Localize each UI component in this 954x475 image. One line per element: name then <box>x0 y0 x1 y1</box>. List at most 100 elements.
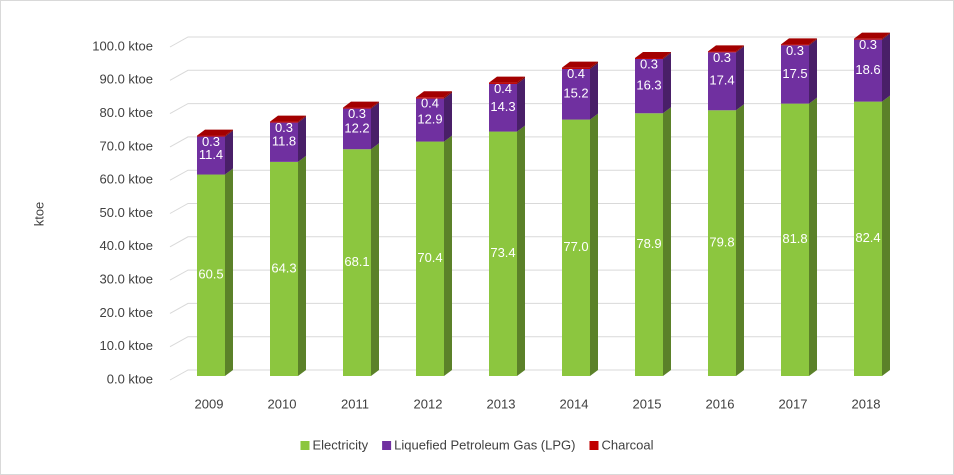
y-tick-label: 40.0 ktoe <box>100 238 154 253</box>
bar-top <box>270 115 306 122</box>
y-tick-label: 0.0 ktoe <box>107 371 153 386</box>
value-label: 79.8 <box>709 235 734 250</box>
bar-segment <box>781 103 809 376</box>
y-tick-label: 100.0 ktoe <box>92 38 153 53</box>
x-tick-label: 2011 <box>341 396 369 411</box>
bar-segment <box>343 107 371 109</box>
bar-segment <box>854 38 882 40</box>
value-label: 12.2 <box>344 120 369 135</box>
value-label: 0.3 <box>348 106 366 121</box>
value-label: 17.4 <box>709 73 734 88</box>
y-tick-label: 60.0 ktoe <box>100 172 154 187</box>
bar-side <box>809 39 817 104</box>
bar-segment <box>197 135 225 137</box>
value-label: 73.4 <box>490 245 515 260</box>
bar-segment <box>489 82 517 84</box>
value-label: 0.4 <box>494 81 512 96</box>
bar-side <box>444 135 452 376</box>
bar-side <box>590 113 598 376</box>
legend-label: Liquefied Petroleum Gas (LPG) <box>394 437 575 452</box>
value-label: 0.3 <box>786 43 804 58</box>
bar-segment <box>708 110 736 377</box>
bar-segment <box>635 58 663 114</box>
bar-side <box>882 95 890 376</box>
value-label: 60.5 <box>198 267 223 282</box>
value-label: 14.3 <box>490 99 515 114</box>
bar-side <box>225 129 233 137</box>
value-label: 68.1 <box>344 254 369 269</box>
x-tick-label: 2015 <box>633 396 662 411</box>
value-label: 0.3 <box>640 56 658 71</box>
bar-segment <box>197 174 225 376</box>
value-label: 0.4 <box>421 96 439 111</box>
bar-segment <box>562 119 590 376</box>
bar-side <box>663 52 671 114</box>
y-tick-label: 30.0 ktoe <box>100 272 154 287</box>
bar-side <box>590 62 598 120</box>
bar-top <box>197 129 233 136</box>
bar-segment <box>270 121 298 123</box>
bar-segment <box>489 83 517 132</box>
bar-side <box>882 33 890 102</box>
legend-swatch <box>382 441 392 450</box>
bar-segment <box>270 161 298 376</box>
bar-side <box>809 97 817 376</box>
bar-segment <box>562 67 590 69</box>
value-label: 81.8 <box>782 231 807 246</box>
bar-top <box>489 76 525 83</box>
x-tick-label: 2017 <box>779 396 808 411</box>
bar-segment <box>197 136 225 175</box>
bar-side <box>298 116 306 162</box>
bar-side <box>371 102 379 150</box>
bar-segment <box>854 39 882 102</box>
legend-swatch <box>300 441 310 450</box>
legend-label: Electricity <box>312 437 368 452</box>
x-tick-label: 2013 <box>487 396 516 411</box>
bar-side <box>298 115 306 123</box>
bar-segment <box>416 141 444 376</box>
bar-side <box>809 38 817 46</box>
bar-segment <box>635 57 663 59</box>
bar-top <box>708 45 744 52</box>
value-label: 12.9 <box>417 112 442 127</box>
bar-side <box>882 32 890 40</box>
bar-side <box>444 92 452 142</box>
value-label: 70.4 <box>417 250 442 265</box>
bar-top <box>562 61 598 68</box>
x-tick-label: 2016 <box>706 396 735 411</box>
y-tick-label: 80.0 ktoe <box>100 105 154 120</box>
x-tick-label: 2012 <box>414 396 443 411</box>
bar-side <box>225 130 233 175</box>
x-tick-label: 2014 <box>560 396 589 411</box>
value-label: 0.3 <box>202 134 220 149</box>
bar-segment <box>708 51 736 53</box>
value-label: 0.3 <box>275 120 293 135</box>
value-label: 78.9 <box>636 236 661 251</box>
bar-segment <box>343 108 371 150</box>
y-axis-title: ktoe <box>31 202 46 227</box>
bar-side <box>225 168 233 376</box>
bar-segment <box>270 122 298 162</box>
bar-segment <box>489 131 517 376</box>
value-label: 77.0 <box>563 239 588 254</box>
y-tick-label: 10.0 ktoe <box>100 338 154 353</box>
bar-side <box>736 45 744 53</box>
value-label: 11.4 <box>199 147 223 162</box>
bar-side <box>663 107 671 376</box>
bar-top <box>635 51 671 58</box>
x-tick-label: 2010 <box>268 396 297 411</box>
bar-segment <box>416 97 444 99</box>
value-label: 82.4 <box>855 230 880 245</box>
value-label: 64.3 <box>271 260 296 275</box>
bar-side <box>736 104 744 377</box>
bar-side <box>371 143 379 376</box>
value-label: 0.3 <box>859 37 877 52</box>
value-label: 15.2 <box>563 86 588 101</box>
bar-side <box>444 91 452 99</box>
bar-side <box>517 77 525 132</box>
value-label: 11.8 <box>272 134 296 149</box>
bar-top <box>781 38 817 45</box>
y-tick-label: 20.0 ktoe <box>100 305 154 320</box>
